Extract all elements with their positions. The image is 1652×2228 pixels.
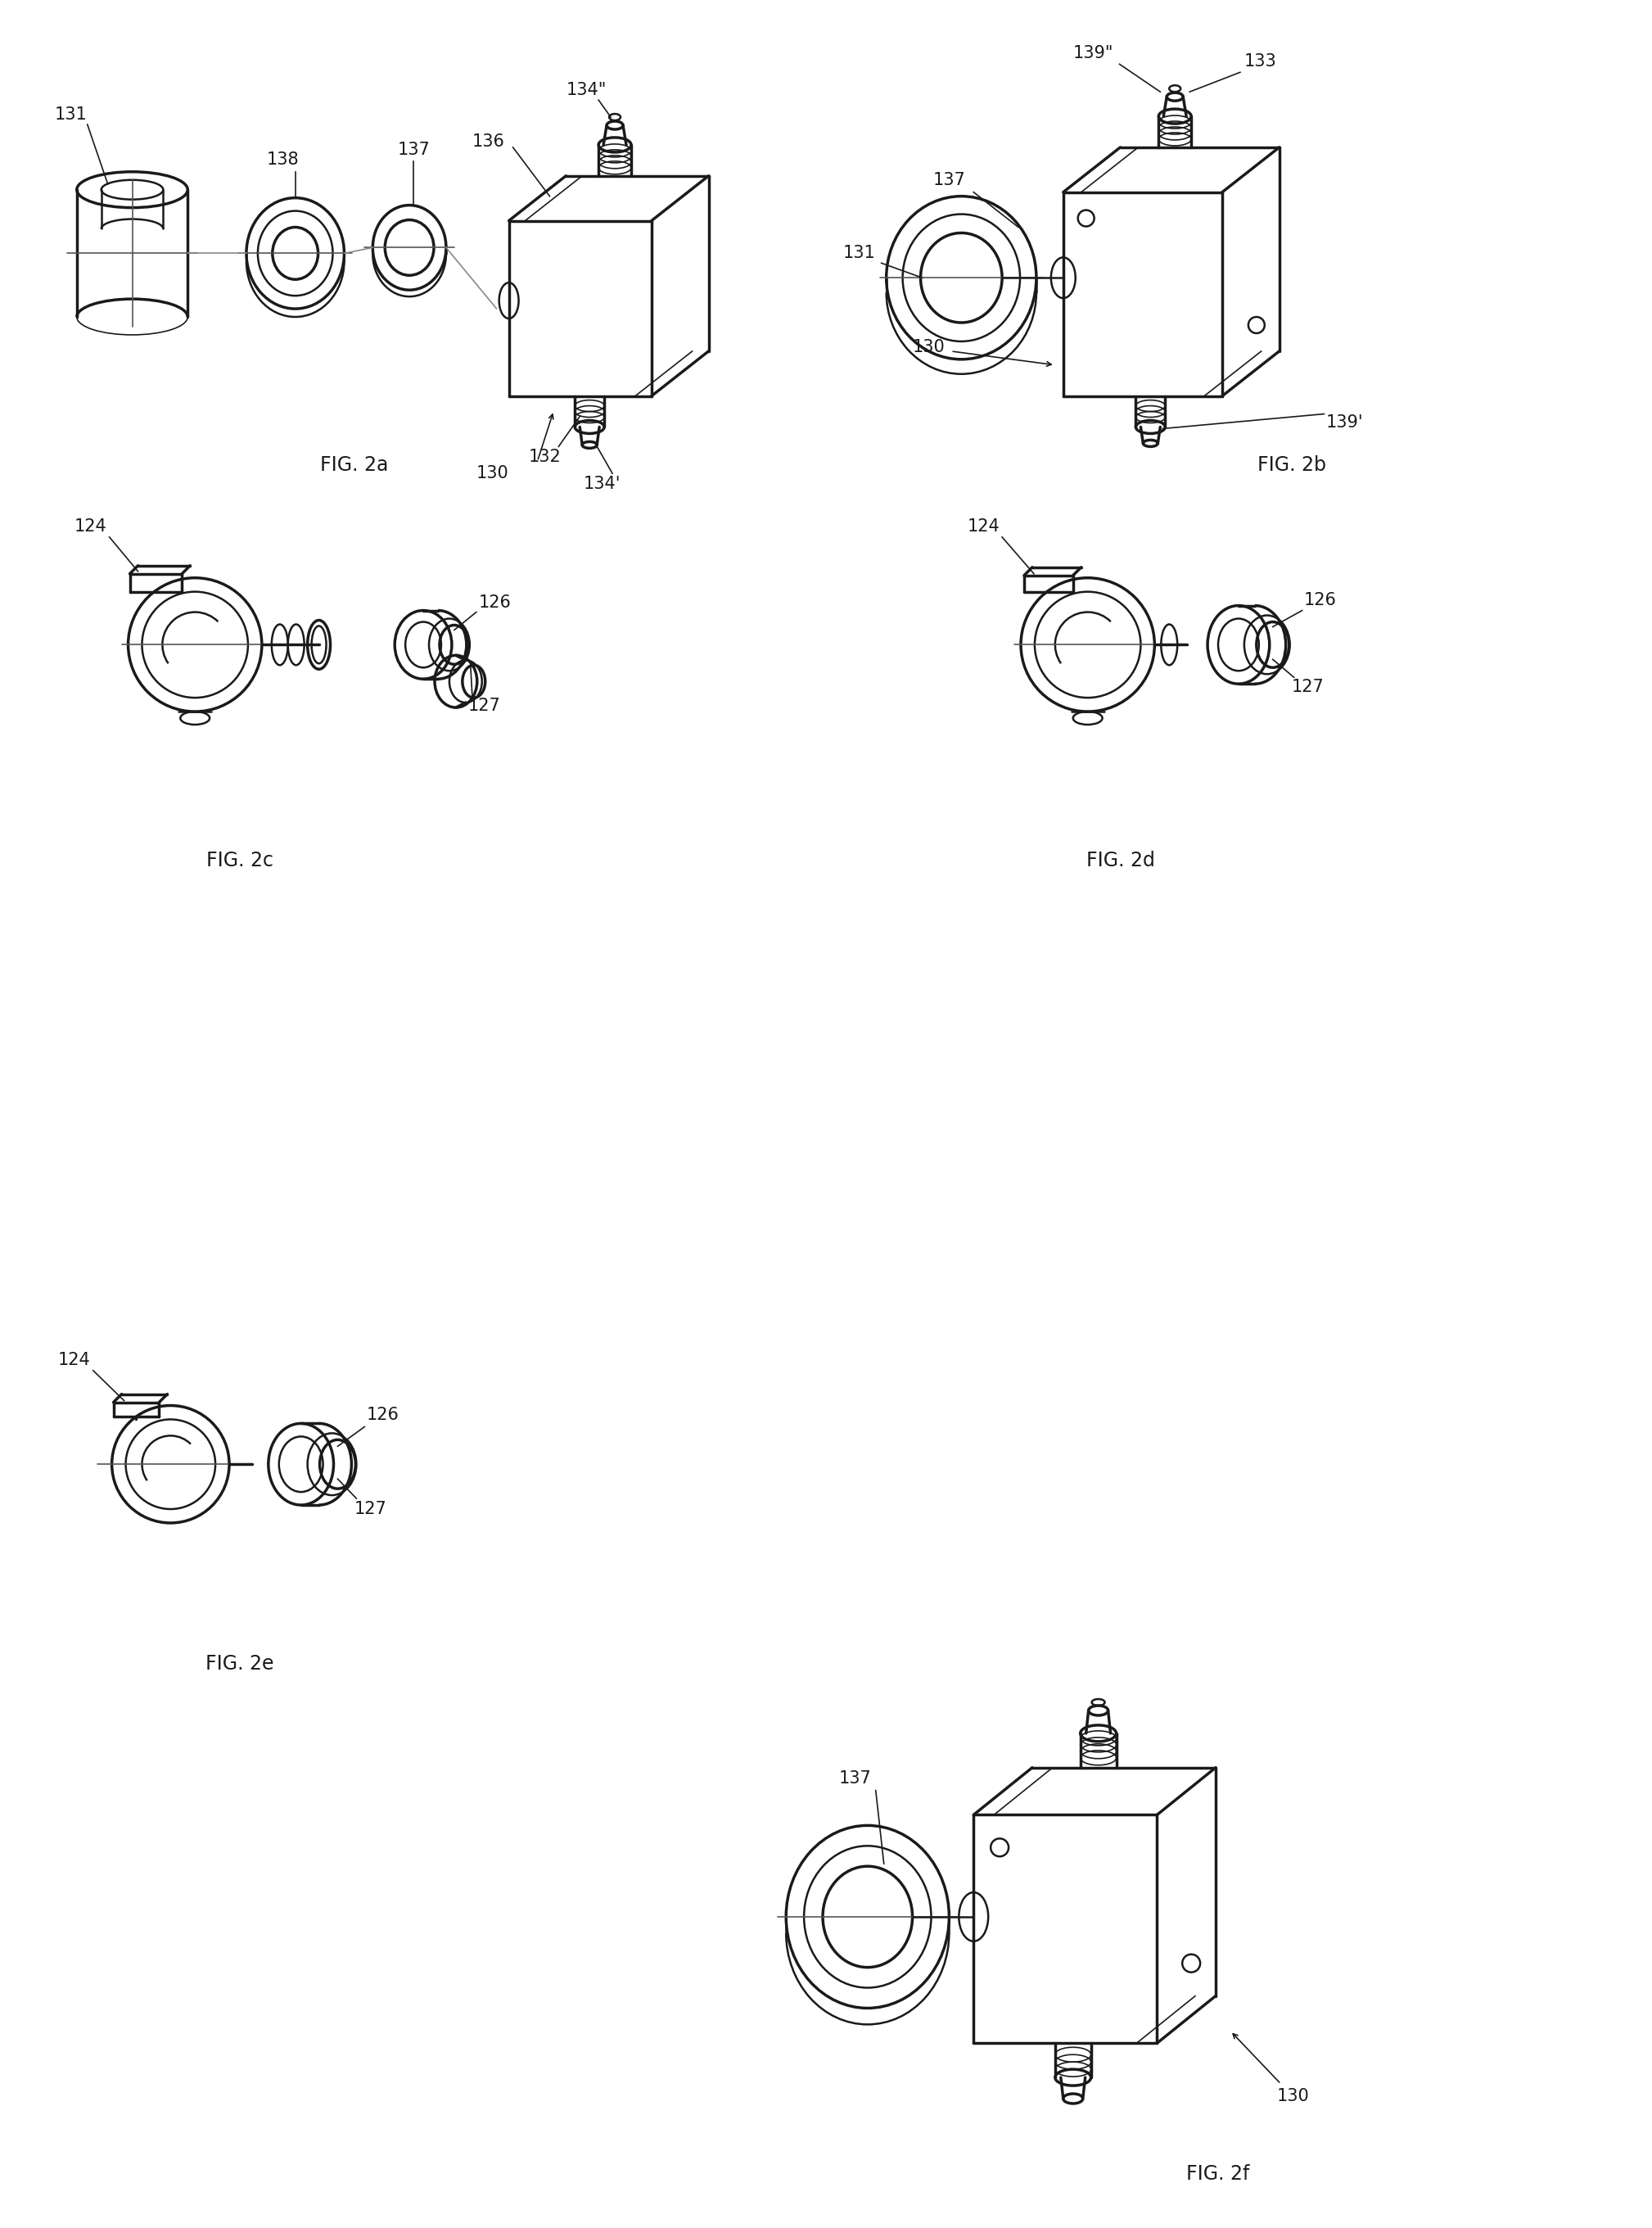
Text: 131: 131 — [55, 107, 88, 123]
Text: 130: 130 — [912, 339, 945, 354]
Text: 127: 127 — [1292, 680, 1325, 695]
Text: 134': 134' — [583, 477, 621, 492]
Text: 124: 124 — [58, 1352, 91, 1368]
Text: 126: 126 — [1303, 593, 1336, 608]
Text: 132: 132 — [529, 450, 562, 466]
Text: FIG. 2e: FIG. 2e — [205, 1653, 274, 1673]
Text: 126: 126 — [367, 1408, 398, 1424]
Text: 134": 134" — [567, 82, 606, 98]
Text: FIG. 2c: FIG. 2c — [206, 851, 273, 871]
Text: 130: 130 — [1277, 2088, 1310, 2105]
Text: 139': 139' — [1327, 414, 1363, 430]
Text: 137: 137 — [839, 1769, 872, 1787]
Text: 137: 137 — [396, 143, 430, 158]
Text: 126: 126 — [479, 595, 512, 610]
Text: 139": 139" — [1074, 45, 1113, 62]
Text: 133: 133 — [1244, 53, 1277, 69]
Text: FIG. 2d: FIG. 2d — [1085, 851, 1155, 871]
Text: FIG. 2f: FIG. 2f — [1186, 2163, 1251, 2183]
Text: 127: 127 — [468, 697, 501, 713]
Text: 124: 124 — [74, 519, 107, 535]
Text: 138: 138 — [268, 152, 299, 167]
Text: 131: 131 — [843, 245, 876, 261]
Text: 127: 127 — [354, 1502, 387, 1517]
Text: 136: 136 — [472, 134, 506, 149]
Text: 124: 124 — [966, 519, 999, 535]
Text: FIG. 2b: FIG. 2b — [1257, 455, 1327, 475]
Text: 137: 137 — [933, 172, 965, 187]
Text: FIG. 2a: FIG. 2a — [320, 455, 388, 475]
Text: 130: 130 — [476, 466, 509, 481]
